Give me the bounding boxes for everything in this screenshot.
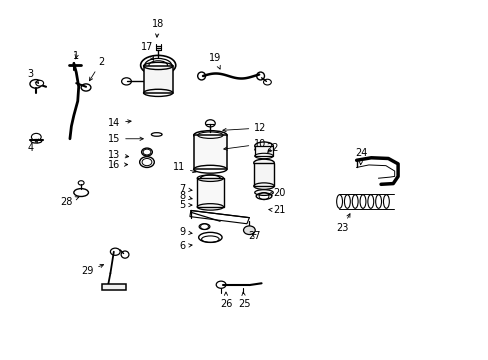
Text: 18: 18 bbox=[151, 19, 163, 37]
Text: 3: 3 bbox=[27, 69, 39, 84]
Text: 5: 5 bbox=[179, 200, 192, 210]
Text: 17: 17 bbox=[141, 42, 153, 60]
Text: 7: 7 bbox=[179, 184, 192, 194]
Bar bbox=[143, 66, 172, 93]
Text: 16: 16 bbox=[108, 159, 127, 170]
Text: 15: 15 bbox=[107, 134, 143, 144]
Text: 12: 12 bbox=[223, 123, 266, 133]
Text: 11: 11 bbox=[172, 162, 196, 173]
Text: 29: 29 bbox=[81, 264, 103, 276]
Text: 8: 8 bbox=[179, 191, 192, 201]
Ellipse shape bbox=[254, 190, 273, 195]
Text: 1: 1 bbox=[73, 51, 79, 61]
Text: 23: 23 bbox=[335, 214, 349, 233]
Bar bbox=[253, 163, 274, 186]
Text: 6: 6 bbox=[179, 241, 192, 251]
Text: 10: 10 bbox=[224, 139, 266, 150]
Text: 19: 19 bbox=[209, 53, 221, 69]
Text: 22: 22 bbox=[266, 143, 278, 153]
Text: 4: 4 bbox=[28, 139, 39, 153]
Text: 26: 26 bbox=[219, 292, 232, 309]
Text: 25: 25 bbox=[238, 292, 250, 309]
Text: 24: 24 bbox=[355, 148, 367, 165]
Bar bbox=[254, 146, 273, 156]
Bar bbox=[193, 135, 226, 169]
Text: 9: 9 bbox=[179, 227, 192, 237]
Text: 21: 21 bbox=[268, 206, 285, 216]
Ellipse shape bbox=[254, 142, 273, 150]
Text: 14: 14 bbox=[108, 118, 131, 128]
Text: 28: 28 bbox=[61, 197, 79, 207]
Circle shape bbox=[243, 226, 255, 234]
Bar bbox=[197, 178, 223, 207]
Text: 13: 13 bbox=[108, 150, 128, 160]
Bar bbox=[102, 284, 125, 291]
Text: 27: 27 bbox=[248, 231, 261, 240]
Circle shape bbox=[31, 134, 41, 140]
Text: 20: 20 bbox=[268, 188, 285, 198]
Text: 2: 2 bbox=[89, 57, 104, 81]
Circle shape bbox=[36, 80, 43, 86]
Ellipse shape bbox=[253, 159, 274, 166]
